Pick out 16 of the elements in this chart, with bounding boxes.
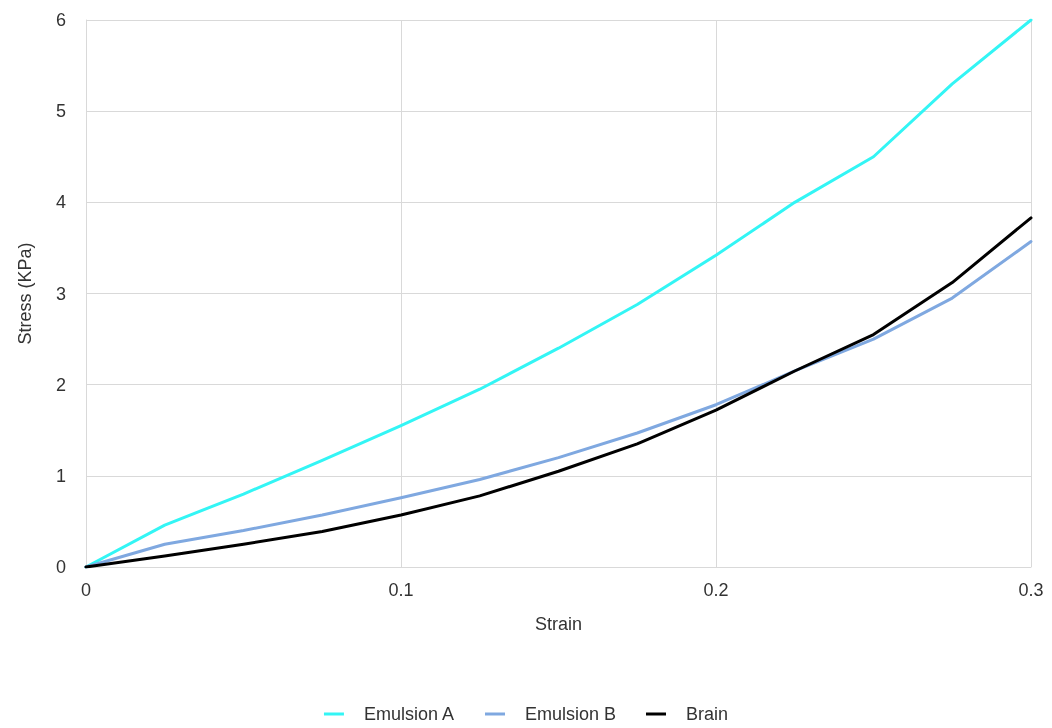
y-tick-label: 3 xyxy=(55,283,66,304)
y-tick-label: 1 xyxy=(55,465,66,486)
y-axis-title: Stress (KPa) xyxy=(15,242,35,345)
x-tick-label: 0.3 xyxy=(1018,580,1044,600)
x-tick-label: 0.1 xyxy=(388,580,414,600)
legend-label: Emulsion A xyxy=(363,704,454,724)
y-tick-label: 6 xyxy=(55,10,66,30)
y-tick-label: 0 xyxy=(55,557,66,577)
y-tick-label: 4 xyxy=(55,192,66,213)
x-axis-title: Strain xyxy=(534,614,583,634)
y-tick-label: 2 xyxy=(55,374,66,395)
x-tick-label: 0.2 xyxy=(703,580,729,600)
legend-label: Emulsion B xyxy=(524,704,617,724)
y-tick-label: 5 xyxy=(55,101,66,122)
legend-label: Brain xyxy=(686,704,729,724)
x-tick-label: 0 xyxy=(80,580,92,600)
